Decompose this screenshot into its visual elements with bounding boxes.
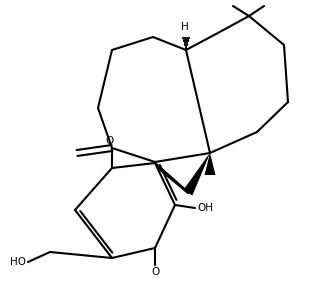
Polygon shape bbox=[184, 153, 210, 195]
Polygon shape bbox=[205, 153, 215, 175]
Text: HO: HO bbox=[10, 257, 26, 267]
Text: O: O bbox=[151, 267, 159, 277]
Text: H: H bbox=[181, 22, 189, 32]
Text: O: O bbox=[106, 136, 114, 146]
Text: OH: OH bbox=[197, 203, 213, 213]
Polygon shape bbox=[184, 153, 210, 195]
